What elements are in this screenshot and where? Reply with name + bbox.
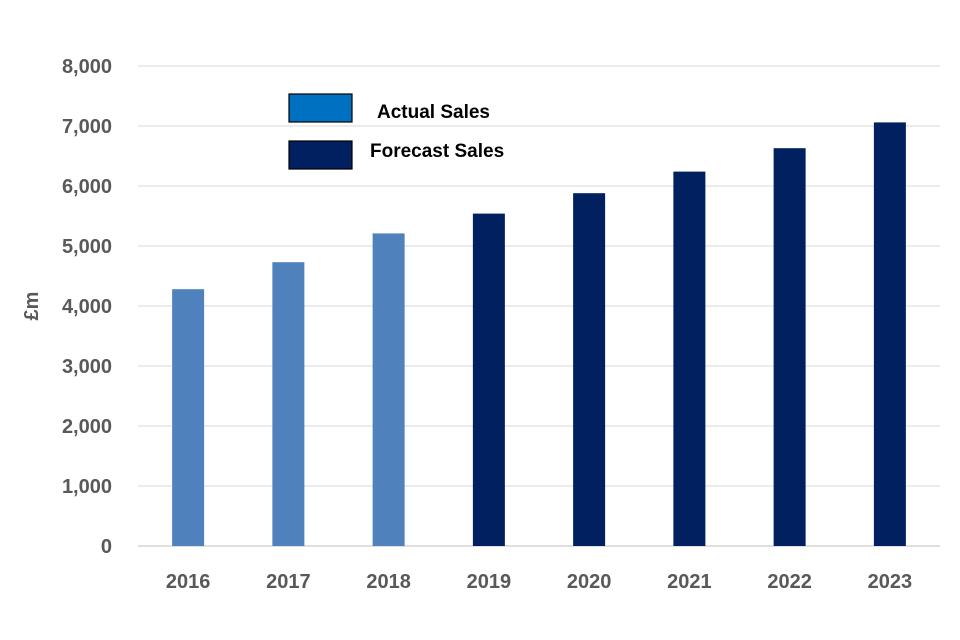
- y-tick-label: 5,000: [62, 236, 112, 258]
- y-tick-label: 7,000: [62, 116, 112, 138]
- legend-swatch-forecast-sales: [288, 140, 353, 170]
- bar-2017: [272, 262, 305, 546]
- bar-2016: [172, 289, 205, 546]
- y-axis-tick-labels: 0 1,000 2,000 3,000 4,000 5,000 6,000 7,000 8,00…: [62, 56, 112, 558]
- bar-2019: [472, 213, 505, 546]
- bars: [172, 122, 906, 547]
- legend: Actual Sales Forecast Sales: [288, 93, 504, 170]
- x-tick-label: 2016: [166, 571, 211, 593]
- x-tick-label: 2020: [567, 571, 612, 593]
- x-tick-label: 2022: [767, 571, 812, 593]
- x-tick-label: 2023: [868, 571, 913, 593]
- x-tick-label: 2018: [366, 571, 411, 593]
- legend-label-actual-sales: Actual Sales: [377, 102, 490, 123]
- legend-label-forecast-sales: Forecast Sales: [370, 141, 504, 162]
- y-tick-label: 1,000: [62, 476, 112, 498]
- bar-2020: [573, 193, 606, 546]
- y-tick-label: 8,000: [62, 56, 112, 78]
- y-tick-label: 0: [101, 536, 112, 558]
- x-tick-label: 2021: [667, 571, 712, 593]
- y-tick-label: 2,000: [62, 416, 112, 438]
- legend-swatch-actual-sales: [288, 93, 353, 123]
- x-tick-label: 2017: [266, 571, 311, 593]
- bar-2023: [873, 122, 906, 547]
- bar-2022: [773, 148, 806, 546]
- x-axis-tick-labels: 2016 2017 2018 2019 2020 2021 2022 2023: [166, 571, 912, 593]
- y-tick-label: 3,000: [62, 356, 112, 378]
- gridlines: [138, 65, 940, 547]
- y-tick-label: 4,000: [62, 296, 112, 318]
- x-tick-label: 2019: [467, 571, 512, 593]
- y-axis-title: £m: [21, 292, 43, 321]
- bar-2021: [673, 171, 706, 546]
- bar-2018: [372, 233, 405, 546]
- y-tick-label: 6,000: [62, 176, 112, 198]
